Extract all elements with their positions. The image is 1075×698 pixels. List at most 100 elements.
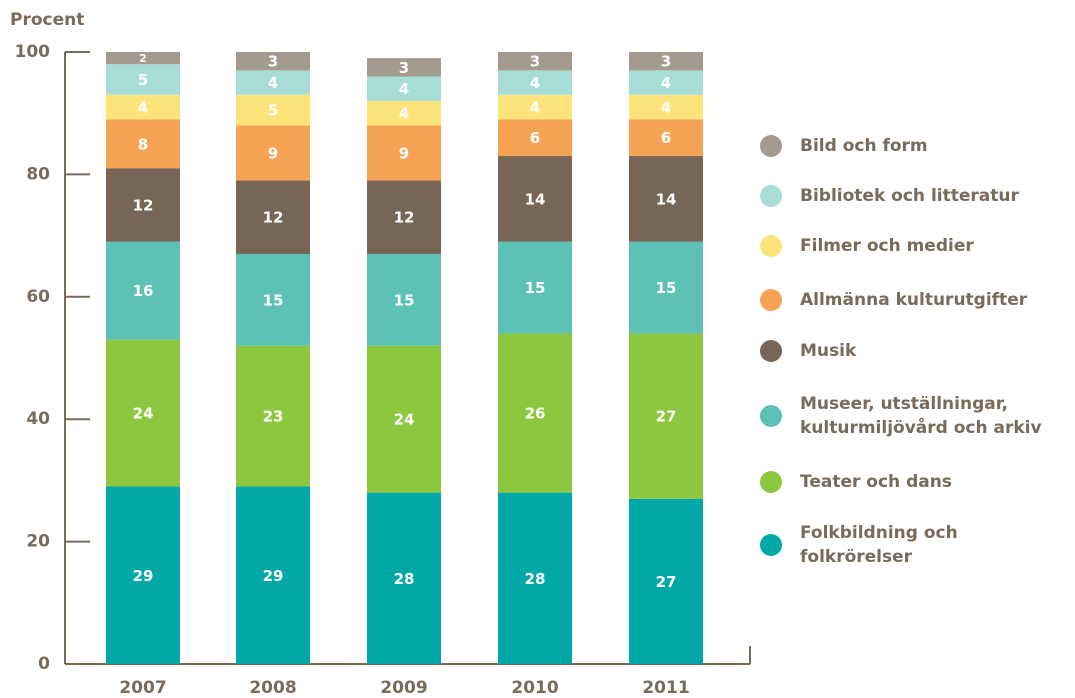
bar-segment [106,339,180,487]
bar-segment [367,345,441,493]
legend-label: Folkbildning och folkrörelser [800,523,958,567]
bar-segment [498,333,572,493]
bar-segment [106,168,180,242]
bar-segment [106,241,180,340]
value-label: 28 [525,570,546,588]
value-label: 12 [133,197,154,215]
bar-segment [498,94,572,120]
legend-item: Allmänna kulturutgifter [760,288,1062,312]
y-axis-label: Procent [10,10,84,30]
bar-segment [367,253,441,346]
y-tick-label: 100 [15,42,51,62]
value-label: 4 [661,99,671,117]
legend-label: Allmänna kulturutgifter [800,290,1028,310]
value-label: 29 [263,567,284,585]
value-label: 4 [661,74,671,92]
legend-swatch [760,135,782,157]
x-tick-label: 2011 [642,678,689,698]
value-label: 3 [530,53,540,71]
y-tick-label: 0 [38,654,50,674]
value-label: 15 [394,291,415,309]
legend-item: Folkbildning och folkrörelser [760,521,1062,569]
bar-segment [498,492,572,664]
value-label: 24 [394,411,415,429]
value-label: 12 [263,209,284,227]
value-label: 16 [133,282,154,300]
value-label: 26 [525,405,546,423]
y-tick-label: 80 [26,164,50,184]
value-label: 6 [661,129,671,147]
value-label: 14 [525,190,546,208]
value-label: 15 [656,279,677,297]
bar-segment [236,253,310,346]
value-label: 5 [268,102,278,120]
value-label: 3 [399,59,409,77]
bar-segment [367,492,441,664]
bar-segment [106,486,180,664]
legend-label: Teater och dans [800,472,952,492]
value-label: 4 [399,80,409,98]
legend-swatch [760,534,782,556]
bar-segment [236,486,310,664]
value-label: 24 [133,405,154,423]
bar-segment [629,70,703,95]
value-label: 4 [138,99,148,117]
legend-item: Musik [760,339,1062,363]
legend-item: Bild och form [760,134,1062,158]
legend-swatch [760,289,782,311]
bar-segment [106,52,180,65]
legend-label: Bibliotek och litteratur [800,186,1019,206]
value-label: 4 [530,99,540,117]
bar-segment [629,52,703,71]
value-label: 14 [656,190,677,208]
legend-swatch [760,405,782,427]
legend-swatch [760,340,782,362]
bar-segment [629,119,703,157]
value-label: 4 [268,74,278,92]
bar-segment [498,241,572,334]
x-tick-label: 2007 [119,678,166,698]
y-tick-label: 60 [26,287,50,307]
value-label: 15 [263,291,284,309]
legend-label: Museer, utställningar, kulturmiljövård o… [800,394,1042,438]
y-tick-label: 40 [26,409,50,429]
legend-label: Bild och form [800,136,928,156]
x-tick-label: 2010 [511,678,558,698]
y-tick-label: 20 [26,532,50,552]
bar-segment [498,52,572,71]
bar-segment [236,125,310,181]
bar-segment [367,100,441,126]
value-label: 3 [268,53,278,71]
bar-segment [106,119,180,169]
value-label: 28 [394,570,415,588]
bar-segment [498,119,572,157]
legend-label: Filmer och medier [800,236,974,256]
value-label: 9 [268,144,278,162]
value-label: 8 [138,135,148,153]
value-label: 9 [399,144,409,162]
legend-item: Museer, utställningar, kulturmiljövård o… [760,392,1062,440]
legend-swatch [760,235,782,257]
bar-segment [236,345,310,487]
bar-segment [106,94,180,120]
bar-segment [498,156,572,242]
value-label: 2 [139,52,147,65]
legend-swatch [760,185,782,207]
bar-segment [629,241,703,334]
value-label: 5 [138,71,148,89]
bar-segment [236,52,310,71]
legend-item: Bibliotek och litteratur [760,184,1062,208]
bar-segment [236,70,310,95]
value-label: 15 [525,279,546,297]
legend-item: Filmer och medier [760,234,1062,258]
value-label: 29 [133,567,154,585]
bar-segment [629,94,703,120]
x-tick-label: 2008 [249,678,296,698]
value-label: 12 [394,209,415,227]
legend-swatch [760,471,782,493]
bar-segment [629,498,703,664]
value-label: 3 [661,53,671,71]
value-label: 27 [656,573,677,591]
